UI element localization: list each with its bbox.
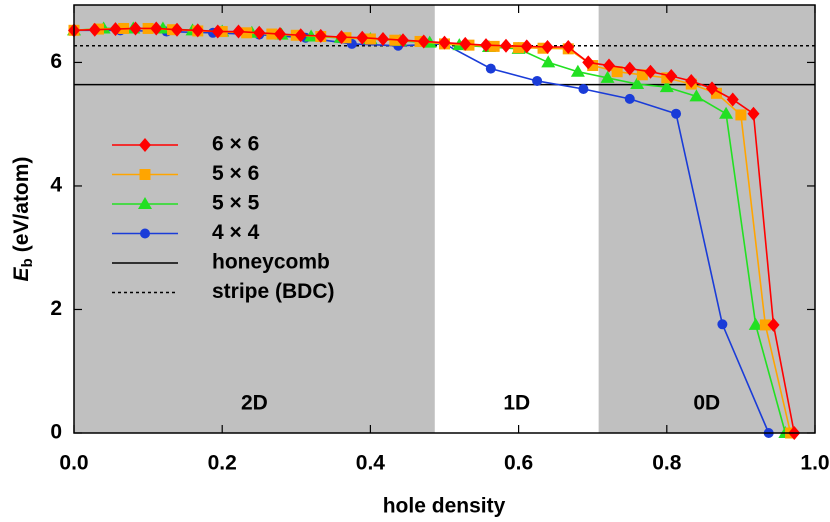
legend-marker [138, 197, 152, 209]
y-axis-label: Eb (eV/atom) [10, 157, 36, 282]
point [665, 69, 678, 84]
point [488, 40, 500, 52]
point [603, 58, 616, 73]
region-label: 0D [693, 392, 720, 415]
point [659, 80, 674, 93]
point [109, 22, 122, 37]
x-axis-label: hole density [383, 495, 506, 518]
point [611, 66, 623, 78]
point [562, 39, 575, 54]
point [191, 23, 204, 38]
point [630, 77, 645, 90]
point [356, 30, 369, 45]
point [600, 70, 615, 83]
point [759, 319, 771, 331]
point [459, 36, 472, 51]
point [417, 34, 430, 49]
legend-label: 4 × 4 [212, 221, 260, 244]
point [520, 39, 533, 54]
point [500, 38, 513, 53]
point [767, 317, 780, 332]
point [438, 35, 451, 50]
point [170, 22, 183, 37]
point [748, 317, 763, 330]
region [598, 5, 815, 433]
x-tick-label: 0.8 [652, 452, 682, 475]
point [129, 21, 142, 36]
point [570, 64, 585, 77]
region [74, 5, 435, 433]
legend-label: honeycomb [212, 251, 330, 274]
point [685, 73, 698, 88]
point [294, 28, 307, 43]
legend-marker [139, 169, 151, 180]
point [211, 24, 224, 39]
point [479, 38, 492, 53]
y-label-subscript: b [19, 258, 36, 267]
point [726, 92, 739, 107]
point [273, 27, 286, 42]
legend-label: 5 × 6 [212, 162, 259, 185]
y-tick-label: 4 [50, 174, 62, 197]
point [253, 25, 266, 40]
point [397, 33, 410, 48]
point [541, 39, 554, 54]
point [150, 21, 163, 36]
point [623, 61, 636, 76]
point [717, 319, 728, 330]
point [719, 106, 734, 119]
y-tick-label: 2 [50, 297, 62, 320]
y-label-unit: (eV/atom) [10, 157, 33, 253]
point [485, 63, 496, 74]
point [335, 30, 348, 45]
point [636, 69, 648, 81]
y-label-symbol: E [10, 266, 33, 281]
point [232, 24, 245, 39]
y-tick-label: 0 [50, 421, 62, 444]
point [735, 109, 747, 121]
x-tick-label: 0.0 [59, 452, 88, 475]
region-label: 2D [241, 392, 268, 415]
plot-frame [73, 4, 816, 434]
x-tick-label: 0.6 [504, 452, 533, 475]
x-tick-label: 0.2 [208, 452, 237, 475]
point [314, 28, 327, 43]
y-tick-label: 6 [50, 50, 62, 73]
point [578, 83, 589, 94]
point [624, 93, 635, 104]
region-label: 1D [503, 392, 530, 415]
point [706, 81, 719, 96]
point [532, 75, 543, 86]
point [541, 55, 556, 68]
point [689, 89, 704, 102]
point [376, 31, 389, 46]
legend-marker [140, 228, 150, 239]
point [587, 60, 599, 72]
point [582, 55, 595, 70]
point [710, 87, 722, 99]
point [671, 108, 682, 119]
legend-marker [139, 138, 151, 152]
legend-label: stripe (BDC) [212, 280, 335, 303]
x-tick-label: 1.0 [800, 452, 829, 475]
legend-label: 6 × 6 [212, 133, 259, 156]
point [661, 72, 673, 84]
region [434, 5, 599, 433]
x-tick-label: 0.4 [356, 452, 386, 475]
point [747, 106, 760, 121]
point [513, 42, 525, 54]
legend-label: 5 × 5 [212, 192, 260, 215]
point [644, 64, 657, 79]
point [88, 22, 101, 37]
